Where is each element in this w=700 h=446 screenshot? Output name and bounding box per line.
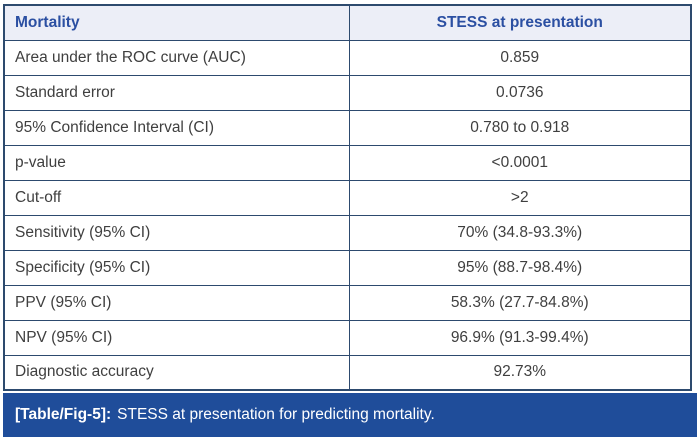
- row-label: Standard error: [3, 74, 350, 111]
- stats-table: Mortality STESS at presentation Area und…: [3, 4, 692, 391]
- table-row: p-value <0.0001: [3, 144, 692, 181]
- row-label: PPV (95% CI): [3, 284, 350, 321]
- figure-caption: [Table/Fig-5]: STESS at presentation for…: [3, 393, 697, 437]
- row-value: 96.9% (91.3-99.4%): [348, 319, 692, 356]
- table-row: Diagnostic accuracy 92.73%: [3, 354, 692, 391]
- row-label: Specificity (95% CI): [3, 249, 350, 286]
- row-value: 70% (34.8-93.3%): [348, 214, 692, 251]
- table-row: PPV (95% CI) 58.3% (27.7-84.8%): [3, 284, 692, 321]
- row-value: 95% (88.7-98.4%): [348, 249, 692, 286]
- row-label: Area under the ROC curve (AUC): [3, 39, 350, 76]
- table-row: Area under the ROC curve (AUC) 0.859: [3, 39, 692, 76]
- caption-text: STESS at presentation for predicting mor…: [117, 406, 435, 423]
- table-row: Cut-off >2: [3, 179, 692, 216]
- row-value: 0.859: [348, 39, 692, 76]
- row-value: 0.0736: [348, 74, 692, 111]
- row-value: >2: [348, 179, 692, 216]
- row-label: p-value: [3, 144, 350, 181]
- row-label: 95% Confidence Interval (CI): [3, 109, 350, 146]
- caption-tag: [Table/Fig-5]:: [15, 406, 112, 423]
- table-header-row: Mortality STESS at presentation: [3, 4, 692, 41]
- row-label: Diagnostic accuracy: [3, 354, 350, 391]
- row-label: Sensitivity (95% CI): [3, 214, 350, 251]
- table-row: Specificity (95% CI) 95% (88.7-98.4%): [3, 249, 692, 286]
- row-value: 58.3% (27.7-84.8%): [348, 284, 692, 321]
- row-label: Cut-off: [3, 179, 350, 216]
- row-label: NPV (95% CI): [3, 319, 350, 356]
- table-row: Sensitivity (95% CI) 70% (34.8-93.3%): [3, 214, 692, 251]
- row-value: 0.780 to 0.918: [348, 109, 692, 146]
- header-cell-mortality: Mortality: [3, 4, 350, 41]
- header-cell-stess: STESS at presentation: [348, 4, 692, 41]
- table-row: Standard error 0.0736: [3, 74, 692, 111]
- table-row: 95% Confidence Interval (CI) 0.780 to 0.…: [3, 109, 692, 146]
- row-value: 92.73%: [348, 354, 692, 391]
- figure-container: Mortality STESS at presentation Area und…: [3, 0, 697, 437]
- row-value: <0.0001: [348, 144, 692, 181]
- table-row: NPV (95% CI) 96.9% (91.3-99.4%): [3, 319, 692, 356]
